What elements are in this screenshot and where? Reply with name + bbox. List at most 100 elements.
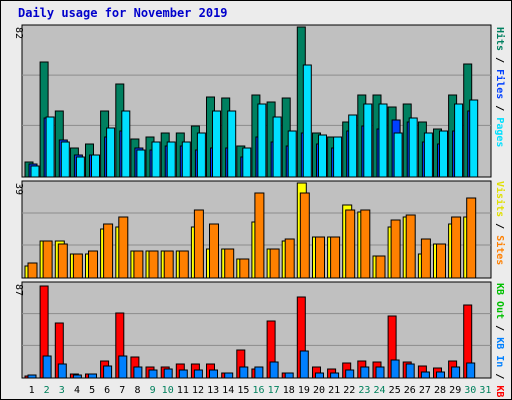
y-max-label: 87 (13, 284, 24, 296)
legend-entry: Files (494, 69, 506, 99)
bar-kb-in-20 (315, 372, 324, 379)
bar-kb-in-21 (330, 372, 340, 379)
panel-3: 87 (13, 281, 492, 379)
bar-pages-8 (136, 149, 146, 178)
bar-pages-26 (408, 117, 418, 178)
x-tick-25: 25 (389, 385, 401, 396)
legend-entry: KB In (494, 337, 505, 367)
legend-top: Hits / Files / Pages (494, 27, 506, 147)
legend-entry: Sites (494, 235, 506, 265)
legend-entry: / (494, 217, 505, 235)
bar-sites-4 (72, 253, 83, 279)
x-tick-19: 19 (298, 385, 310, 396)
bar-pages-24 (378, 103, 388, 178)
bar-kb-in-4 (72, 374, 82, 379)
bar-kb-in-9 (148, 369, 158, 379)
x-tick-8: 8 (134, 385, 140, 396)
bar-kb-in-16 (254, 366, 264, 379)
bar-sites-17 (269, 248, 280, 279)
x-tick-29: 29 (449, 385, 461, 396)
bar-sites-1 (27, 262, 38, 279)
bar-pages-10 (166, 141, 176, 178)
x-tick-28: 28 (434, 385, 446, 396)
bar-sites-12 (193, 209, 204, 279)
legend-entry: / (494, 99, 505, 117)
legend-entry: / (494, 367, 505, 385)
y-max-label: 39 (13, 183, 24, 195)
bar-kb-in-8 (133, 366, 143, 379)
bar-pages-23 (363, 103, 373, 178)
bar-pages-12 (196, 132, 206, 178)
x-tick-1: 1 (29, 385, 35, 396)
bar-kb-in-1 (27, 374, 37, 379)
bar-kb-in-28 (436, 371, 445, 379)
x-tick-21: 21 (328, 385, 340, 396)
x-tick-2: 2 (44, 385, 50, 396)
x-tick-17: 17 (268, 385, 280, 396)
bar-kb-in-25 (390, 359, 400, 379)
bar-sites-18 (284, 238, 295, 279)
bar-pages-27 (423, 132, 433, 178)
panel-2: 39 (13, 180, 492, 279)
bar-pages-25 (393, 132, 403, 178)
bar-pages-18 (287, 130, 297, 178)
bar-sites-20 (315, 236, 325, 279)
bar-pages-14 (227, 110, 237, 178)
bar-sites-22 (345, 209, 356, 279)
bar-kb-in-12 (193, 369, 203, 379)
y-max-label: 82 (13, 27, 24, 39)
x-tick-16: 16 (252, 385, 264, 396)
bar-kb-in-22 (345, 369, 355, 379)
bar-sites-10 (163, 250, 174, 279)
bar-pages-28 (439, 130, 448, 178)
bar-sites-16 (254, 192, 265, 279)
bar-pages-9 (151, 141, 161, 178)
x-tick-14: 14 (222, 385, 234, 396)
x-tick-22: 22 (343, 385, 355, 396)
bar-kb-in-30 (466, 362, 476, 379)
bar-kb-in-5 (88, 373, 97, 379)
x-tick-23: 23 (358, 385, 370, 396)
bar-sites-8 (133, 250, 144, 279)
bar-kb-in-29 (451, 366, 461, 379)
legend-middle: Visits / Sites (494, 181, 506, 265)
x-tick-20: 20 (313, 385, 325, 396)
chart-title: Daily usage for November 2019 (18, 6, 228, 20)
x-tick-labels: 1 2 3 4 5 6 7 8 9 10 11 12 13 14 15 16 17 18 19 20 21 22 23 24 2… (29, 385, 492, 396)
bar-sites-9 (148, 250, 159, 279)
x-tick-24: 24 (373, 385, 385, 396)
legend-entry: / (494, 319, 505, 337)
bar-pages-15 (242, 147, 252, 178)
panel-background (21, 281, 492, 379)
bar-sites-30 (466, 197, 477, 279)
bar-kb-in-11 (178, 369, 188, 379)
bar-kb-in-6 (103, 365, 113, 379)
bar-sites-11 (178, 250, 189, 279)
bar-sites-21 (330, 236, 341, 279)
bar-pages-7 (121, 110, 131, 178)
x-tick-7: 7 (119, 385, 125, 396)
bar-sites-23 (360, 209, 371, 279)
bar-pages-22 (348, 114, 358, 178)
bar-kb-in-27 (420, 371, 430, 379)
bar-sites-25 (390, 219, 401, 279)
x-tick-9: 9 (150, 385, 156, 396)
x-tick-12: 12 (192, 385, 204, 396)
bar-sites-15 (239, 258, 250, 279)
bar-pages-16 (257, 103, 267, 178)
bar-pages-6 (106, 127, 116, 178)
bar-kb-in-26 (405, 363, 415, 379)
bar-sites-3 (57, 243, 68, 279)
bar-sites-28 (436, 243, 446, 279)
legend-bottom: KB Out / KB In / KB F (494, 283, 505, 400)
x-tick-27: 27 (419, 385, 431, 396)
bar-sites-13 (209, 223, 219, 279)
bar-pages-4 (75, 156, 85, 178)
bar-sites-24 (375, 255, 386, 279)
bar-sites-7 (118, 216, 129, 279)
bar-pages-1 (30, 165, 40, 178)
bar-pages-17 (272, 116, 282, 178)
bar-kb-in-17 (269, 361, 279, 379)
legend-entry: KB Out (494, 283, 505, 319)
